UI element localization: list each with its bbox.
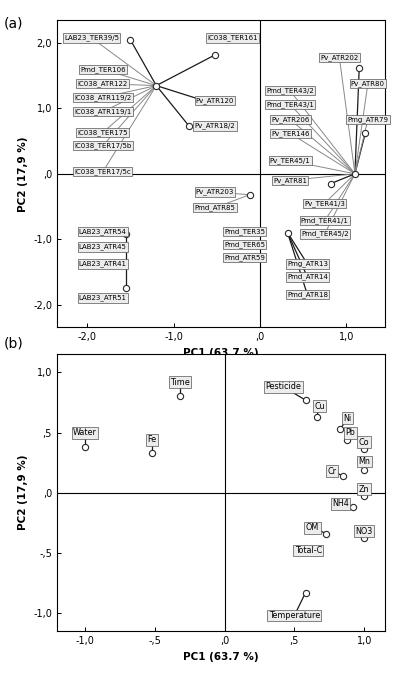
Text: Mn: Mn (358, 457, 370, 466)
Text: Pv_TER45/1: Pv_TER45/1 (270, 157, 310, 164)
Text: Cu: Cu (314, 402, 325, 410)
Text: LAB23_ATR54: LAB23_ATR54 (79, 228, 127, 235)
Text: Pmd_ATR14: Pmd_ATR14 (287, 273, 328, 280)
Text: Pv_ATR18/2: Pv_ATR18/2 (195, 123, 235, 130)
Text: LAB23_TER39/5: LAB23_TER39/5 (64, 34, 119, 41)
Text: Water: Water (73, 428, 97, 437)
Text: IC038_TER161: IC038_TER161 (207, 34, 257, 41)
Text: Co: Co (359, 437, 369, 447)
Y-axis label: PC2 (17,9 %): PC2 (17,9 %) (18, 455, 28, 531)
Text: Cr: Cr (328, 466, 336, 476)
Text: IC038_TER17/5c: IC038_TER17/5c (74, 169, 131, 176)
Y-axis label: PC2 (17,9 %): PC2 (17,9 %) (18, 136, 28, 211)
X-axis label: PC1 (63.7 %): PC1 (63.7 %) (183, 651, 259, 662)
Text: Pv_ATR120: Pv_ATR120 (196, 97, 234, 104)
Text: Temperature: Temperature (269, 611, 320, 620)
Text: Pmg_ATR79: Pmg_ATR79 (347, 116, 388, 123)
Text: LAB23_ATR41: LAB23_ATR41 (79, 261, 127, 267)
Text: IC038_ATR119/1: IC038_ATR119/1 (74, 109, 131, 115)
Text: LAB23_ATR51: LAB23_ATR51 (79, 294, 127, 301)
Text: Pv_ATR81: Pv_ATR81 (273, 177, 307, 184)
Text: LAB23_ATR45: LAB23_ATR45 (79, 244, 127, 250)
Text: Pmd_ATR85: Pmd_ATR85 (195, 205, 235, 211)
Text: IC038_TER175: IC038_TER175 (77, 130, 128, 136)
Text: Pmd_TER41/1: Pmd_TER41/1 (301, 217, 349, 224)
Text: Pmd_TER106: Pmd_TER106 (80, 66, 126, 73)
Text: NO3: NO3 (356, 526, 373, 536)
Text: (a): (a) (4, 17, 24, 31)
Text: Pv_ATR80: Pv_ATR80 (351, 80, 385, 87)
Text: Pmd_TER45/2: Pmd_TER45/2 (301, 231, 349, 238)
Text: Pv_TER41/3: Pv_TER41/3 (304, 200, 345, 207)
Text: Pmg_ATR13: Pmg_ATR13 (287, 261, 328, 267)
Text: IC038_ATR122: IC038_ATR122 (78, 80, 128, 87)
Text: Total-C: Total-C (295, 546, 322, 555)
Text: Ni: Ni (343, 414, 351, 423)
Text: Pv_ATR203: Pv_ATR203 (196, 189, 234, 196)
Text: Pv_ATR206: Pv_ATR206 (271, 116, 309, 123)
Text: Pmd_ATR18: Pmd_ATR18 (287, 292, 328, 298)
Text: Pb: Pb (345, 428, 355, 437)
Text: Pmd_TER65: Pmd_TER65 (224, 241, 265, 248)
Text: Pmd_TER43/2: Pmd_TER43/2 (266, 88, 314, 94)
Text: Pmd_TER43/1: Pmd_TER43/1 (266, 101, 314, 108)
Text: Time: Time (170, 377, 190, 387)
Text: Pv_TER146: Pv_TER146 (271, 130, 309, 136)
Text: IC038_TER17/5b: IC038_TER17/5b (74, 142, 131, 149)
Text: (b): (b) (4, 336, 24, 350)
Text: Zn: Zn (359, 485, 369, 493)
Text: Pesticide: Pesticide (265, 382, 301, 391)
Text: Pmd_TER35: Pmd_TER35 (224, 228, 265, 235)
Text: NH4: NH4 (332, 499, 349, 508)
X-axis label: PC1 (63.7 %): PC1 (63.7 %) (183, 348, 259, 358)
Text: Fe: Fe (147, 435, 156, 444)
Text: IC038_ATR119/2: IC038_ATR119/2 (74, 94, 131, 101)
Text: OM: OM (306, 523, 319, 532)
Text: Pv_ATR202: Pv_ATR202 (320, 54, 358, 61)
Text: Pmd_ATR59: Pmd_ATR59 (224, 254, 265, 261)
